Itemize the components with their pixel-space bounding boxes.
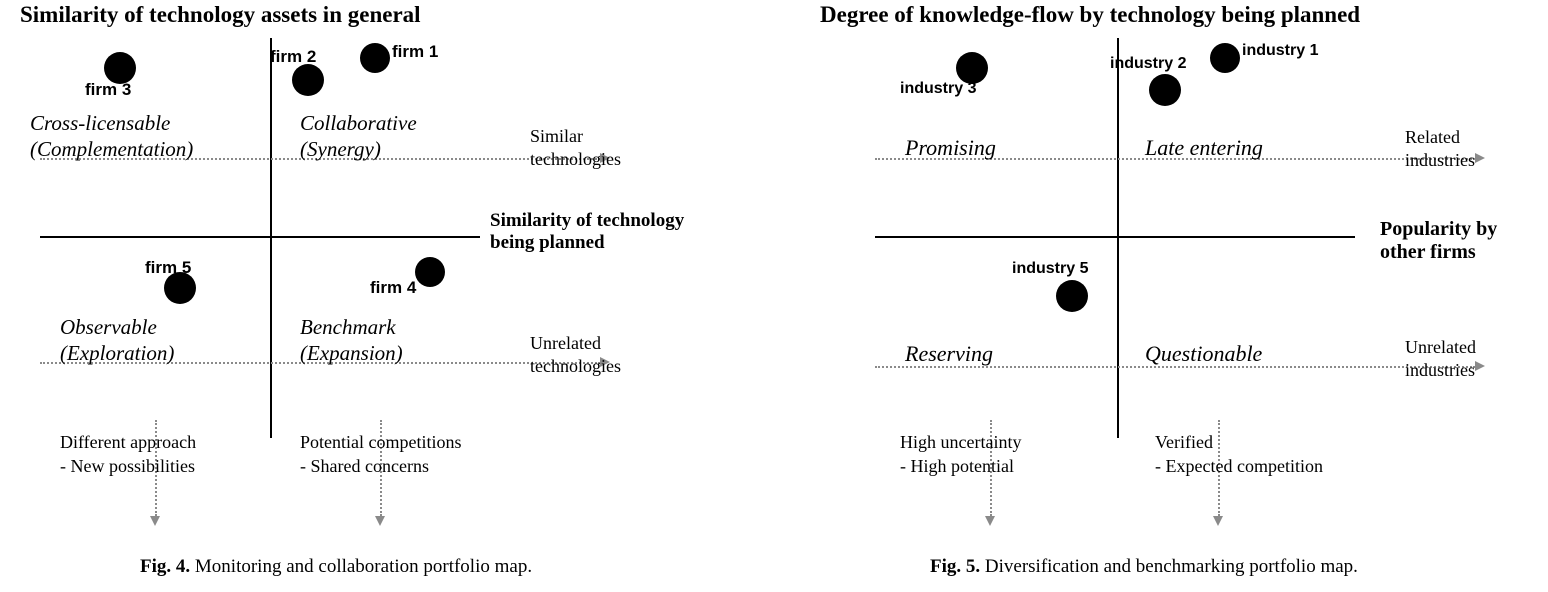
fig4-x-axis-label: Similarity of technology being planned (490, 210, 684, 254)
fig4-arrow-down-right (375, 516, 385, 526)
fig4-dot-firm1 (360, 43, 390, 73)
fig5-arrow-down-right (1213, 516, 1223, 526)
fig5-x-axis (875, 236, 1355, 238)
fig4-label-firm2: firm 2 (270, 47, 316, 67)
fig4-quadrant-tr: Collaborative (Synergy) (300, 110, 417, 163)
fig4-quadrant-tl: Cross-licensable (Complementation) (30, 110, 193, 163)
fig4-quadrant-br: Benchmark (Expansion) (300, 314, 403, 367)
fig5-x-axis-label: Popularity by other firms (1380, 218, 1497, 264)
page-root: Similarity of technology assets in gener… (0, 0, 1548, 592)
fig4-quadrant-bl: Observable (Exploration) (60, 314, 174, 367)
fig5-caption: Fig. 5. Diversification and benchmarking… (930, 556, 1358, 578)
fig4-title: Similarity of technology assets in gener… (20, 2, 421, 28)
fig5-bottom-note-right: Verified - Expected competition (1155, 430, 1323, 479)
fig5-label-industry5: industry 5 (1012, 260, 1088, 278)
fig4-label-firm5: firm 5 (145, 258, 191, 278)
fig5-quadrant-br: Questionable (1145, 340, 1262, 368)
fig5-quadrant-bl: Reserving (905, 340, 993, 368)
fig4-bottom-note-right: Potential competitions - Shared concerns (300, 430, 461, 479)
fig4-caption-text: Monitoring and collaboration portfolio m… (190, 556, 532, 577)
fig5-arrow-down-left (985, 516, 995, 526)
fig4-dot-firm4 (415, 257, 445, 287)
fig4-bottom-note-left: Different approach - New possibilities (60, 430, 196, 479)
fig4-dot-firm2 (292, 64, 324, 96)
fig4-x-axis (40, 236, 480, 238)
fig4-label-firm1: firm 1 (392, 42, 438, 62)
fig4-caption-fignum: Fig. 4. (140, 556, 190, 577)
fig5-dot-industry5 (1056, 280, 1088, 312)
fig5-dot-industry2 (1149, 74, 1181, 106)
fig5-quadrant-tl: Promising (905, 134, 996, 162)
fig4-label-firm3: firm 3 (85, 80, 131, 100)
fig4-sidelabel-top: Similar technologies (530, 125, 621, 170)
fig4-y-axis (270, 38, 272, 438)
fig5-dot-industry1 (1210, 43, 1240, 73)
fig5-caption-text: Diversification and benchmarking portfol… (980, 556, 1358, 577)
fig5-sidelabel-top: Related industries (1405, 126, 1475, 171)
fig4-caption: Fig. 4. Monitoring and collaboration por… (140, 556, 532, 578)
fig5-arrow-right-bottom (1475, 361, 1485, 371)
fig5-y-axis (1117, 38, 1119, 438)
fig5-caption-fignum: Fig. 5. (930, 556, 980, 577)
fig5-quadrant-tr: Late entering (1145, 134, 1263, 162)
fig5-title: Degree of knowledge-flow by technology b… (820, 2, 1360, 28)
fig4-label-firm4: firm 4 (370, 278, 416, 298)
fig5-label-industry3: industry 3 (900, 80, 976, 98)
fig5-label-industry1: industry 1 (1242, 42, 1318, 60)
fig5-label-industry2: industry 2 (1110, 55, 1186, 73)
fig5-bottom-note-left: High uncertainty - High potential (900, 430, 1021, 479)
fig5-sidelabel-bottom: Unrelated industries (1405, 336, 1476, 381)
fig4-sidelabel-bottom: Unrelated technologies (530, 332, 621, 377)
fig5-arrow-right-top (1475, 153, 1485, 163)
fig4-arrow-down-left (150, 516, 160, 526)
